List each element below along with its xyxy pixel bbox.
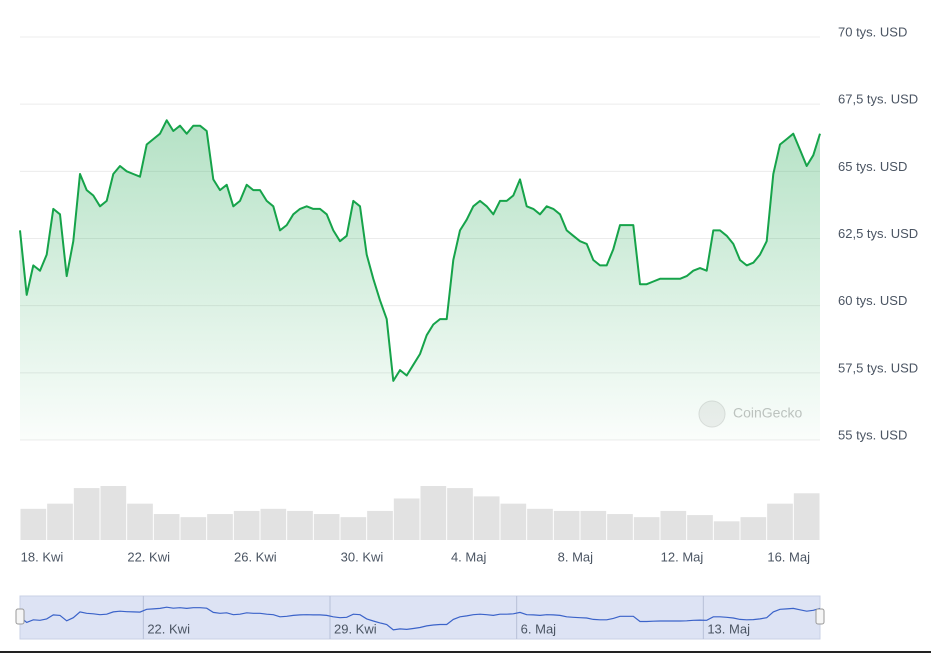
volume-bar	[660, 510, 687, 540]
y-tick-label: 65 tys. USD	[838, 159, 907, 174]
x-tick-label: 30. Kwi	[341, 549, 384, 564]
y-tick-label: 67,5 tys. USD	[838, 92, 918, 107]
y-tick-label: 70 tys. USD	[838, 24, 907, 39]
volume-bar	[527, 508, 553, 540]
volume-bar	[420, 486, 447, 540]
volume-bar	[73, 488, 100, 540]
navigator-line	[19, 606, 821, 631]
volume-bar	[47, 503, 73, 540]
volume-bar	[207, 514, 233, 540]
price-area	[20, 120, 820, 441]
volume-bar	[153, 514, 180, 540]
x-tick-label: 26. Kwi	[234, 549, 277, 564]
volume-bar	[127, 503, 153, 540]
volume-bar	[687, 515, 713, 540]
volume-bar	[287, 510, 313, 540]
volume-bar	[260, 508, 287, 540]
volume-bar	[313, 514, 340, 540]
navigator-handle	[815, 608, 825, 625]
navigator-label: 6. Maj	[521, 621, 557, 636]
volume-bar	[767, 503, 793, 540]
x-tick-label: 16. Maj	[767, 549, 810, 564]
volume-bar	[580, 510, 607, 540]
volume-bar	[793, 493, 820, 540]
y-tick-label: 57,5 tys. USD	[838, 360, 918, 375]
navigator-label: 13. Maj	[707, 621, 750, 636]
y-tick-label: 55 tys. USD	[838, 427, 907, 442]
volume-bar	[340, 517, 367, 540]
volume-bar	[393, 498, 420, 540]
volume-bar	[180, 517, 207, 540]
volume-bar	[633, 517, 660, 540]
x-tick-label: 12. Maj	[661, 549, 704, 564]
volume-bar	[607, 514, 633, 540]
x-tick-label: 4. Maj	[451, 549, 487, 564]
volume-bar	[447, 488, 473, 540]
volume-bar	[20, 508, 47, 540]
y-tick-label: 60 tys. USD	[838, 293, 907, 308]
volume-bar	[473, 496, 500, 540]
navigator-label: 29. Kwi	[334, 621, 377, 636]
y-tick-label: 62,5 tys. USD	[838, 226, 918, 241]
volume-bar	[367, 510, 393, 540]
volume-bar	[100, 486, 127, 540]
x-tick-label: 18. Kwi	[21, 549, 64, 564]
navigator-bg	[19, 595, 821, 640]
x-tick-label: 8. Maj	[558, 549, 594, 564]
navigator-label: 22. Kwi	[147, 621, 190, 636]
price-line	[19, 119, 821, 382]
volume-bar	[713, 521, 740, 540]
x-tick-label: 22. Kwi	[127, 549, 170, 564]
navigator-handle	[15, 608, 25, 625]
volume-bar	[740, 517, 767, 540]
volume-bar	[233, 510, 260, 540]
volume-bar	[500, 503, 527, 540]
volume-bar	[553, 510, 580, 540]
